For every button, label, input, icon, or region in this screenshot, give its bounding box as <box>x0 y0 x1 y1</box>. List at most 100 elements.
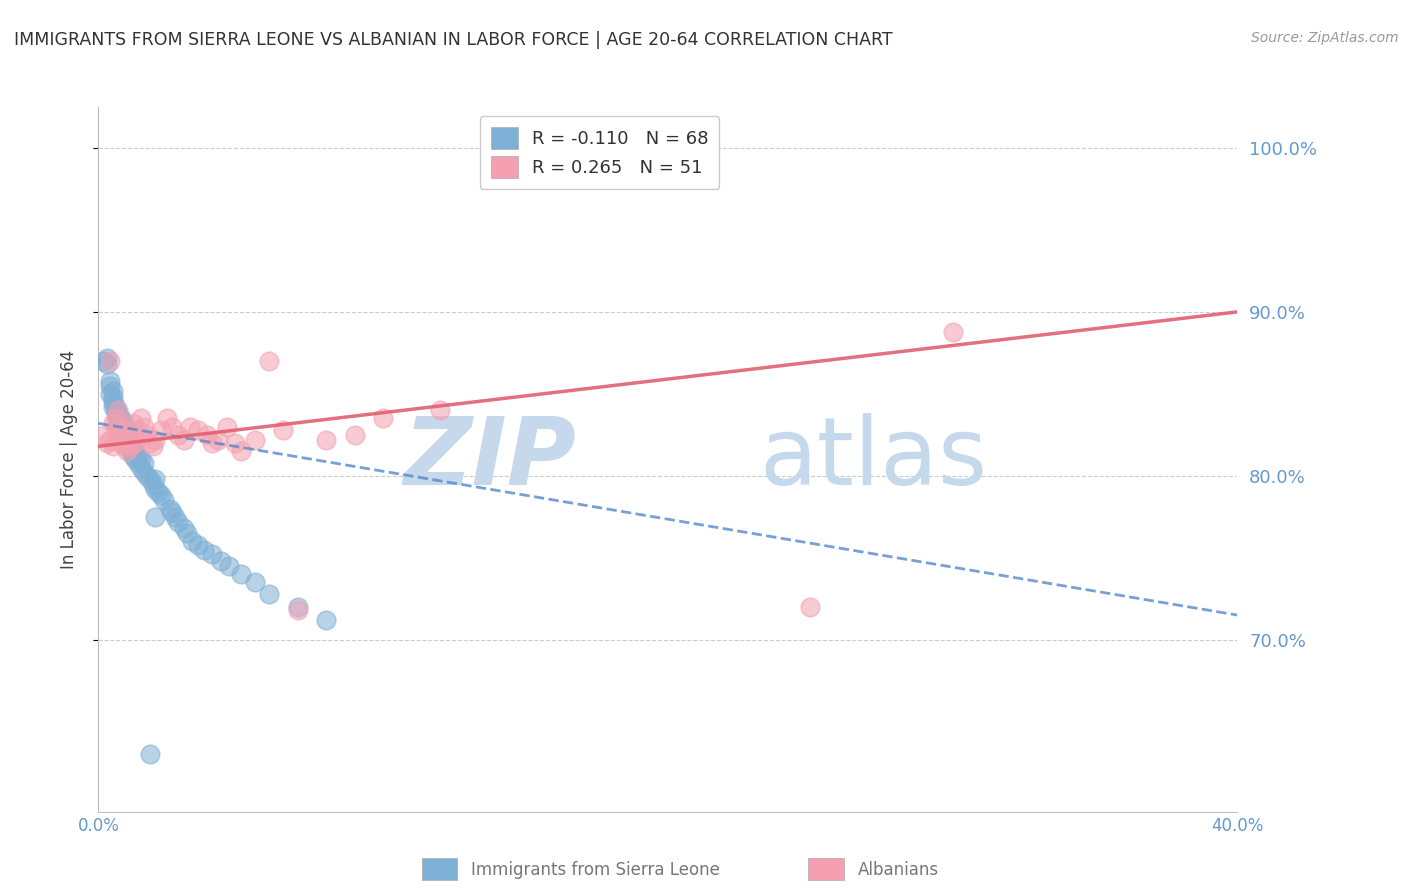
Point <box>145 509 167 524</box>
Text: ZIP: ZIP <box>404 413 576 506</box>
Point <box>121 444 143 458</box>
Text: Source: ZipAtlas.com: Source: ZipAtlas.com <box>1251 31 1399 45</box>
Point <box>243 575 266 590</box>
Point <box>259 354 281 368</box>
Point <box>138 747 160 762</box>
Point <box>104 403 127 417</box>
Point <box>201 548 224 562</box>
Point <box>112 433 135 447</box>
Point <box>104 407 127 421</box>
Point <box>259 587 281 601</box>
Point <box>93 427 115 442</box>
Point <box>115 444 138 458</box>
Point <box>98 378 121 392</box>
Point <box>165 509 187 524</box>
Point <box>148 485 170 500</box>
Point <box>179 419 201 434</box>
Point <box>107 417 129 431</box>
Point <box>229 567 252 582</box>
Point <box>162 419 184 434</box>
Point <box>153 493 176 508</box>
Point <box>104 423 127 437</box>
Point <box>121 427 143 442</box>
Point <box>156 411 179 425</box>
Point <box>112 417 135 431</box>
Point <box>118 433 141 447</box>
Point <box>112 439 135 453</box>
Point <box>124 444 146 458</box>
Point <box>315 433 337 447</box>
Point <box>135 427 157 442</box>
Point <box>229 444 252 458</box>
Point <box>201 436 224 450</box>
Point <box>343 427 366 442</box>
Text: IMMIGRANTS FROM SIERRA LEONE VS ALBANIAN IN LABOR FORCE | AGE 20-64 CORRELATION : IMMIGRANTS FROM SIERRA LEONE VS ALBANIAN… <box>14 31 893 49</box>
Point <box>315 613 337 627</box>
Point <box>118 436 141 450</box>
Point <box>150 423 173 437</box>
Point <box>118 444 141 458</box>
Point <box>141 477 163 491</box>
Point <box>129 452 152 467</box>
Point <box>110 427 132 442</box>
Point <box>193 542 215 557</box>
Point <box>107 419 129 434</box>
Point <box>195 427 218 442</box>
Point <box>173 521 195 535</box>
Point <box>173 433 195 447</box>
Point <box>101 384 124 398</box>
Point <box>127 423 149 437</box>
Point <box>93 354 115 368</box>
Point <box>110 411 132 425</box>
Point <box>132 466 155 480</box>
Point <box>96 357 118 371</box>
Point <box>98 433 121 447</box>
Point <box>110 419 132 434</box>
Point <box>107 427 129 442</box>
Point <box>118 439 141 453</box>
Point <box>118 439 141 453</box>
Point <box>942 325 965 339</box>
Point <box>110 436 132 450</box>
Text: atlas: atlas <box>759 413 987 506</box>
Point <box>98 387 121 401</box>
Point <box>96 436 118 450</box>
Point <box>98 354 121 368</box>
Point <box>162 505 184 519</box>
Point <box>207 433 229 447</box>
Point <box>112 433 135 447</box>
Point <box>96 351 118 365</box>
Point <box>115 439 138 453</box>
Point <box>110 417 132 431</box>
Point <box>187 423 209 437</box>
Point <box>127 449 149 463</box>
Point <box>429 403 451 417</box>
Point <box>115 427 138 442</box>
Point <box>273 423 295 437</box>
Point <box>145 472 167 486</box>
Point <box>101 439 124 453</box>
Point <box>287 599 309 614</box>
Point <box>124 436 146 450</box>
Point <box>115 436 138 450</box>
Point <box>101 395 124 409</box>
Point <box>138 472 160 486</box>
Point <box>224 436 246 450</box>
Point <box>159 501 181 516</box>
Point <box>132 419 155 434</box>
Point <box>150 488 173 502</box>
Point <box>215 419 238 434</box>
Point <box>115 433 138 447</box>
Point <box>209 554 232 568</box>
Point <box>799 599 821 614</box>
Point <box>167 427 190 442</box>
Point <box>98 374 121 388</box>
Point <box>129 460 152 475</box>
Point <box>104 400 127 414</box>
Point <box>132 456 155 470</box>
Point <box>129 411 152 425</box>
Text: Immigrants from Sierra Leone: Immigrants from Sierra Leone <box>471 861 720 879</box>
Legend: R = -0.110   N = 68, R = 0.265   N = 51: R = -0.110 N = 68, R = 0.265 N = 51 <box>479 116 720 189</box>
Point <box>135 468 157 483</box>
Point <box>145 482 167 496</box>
